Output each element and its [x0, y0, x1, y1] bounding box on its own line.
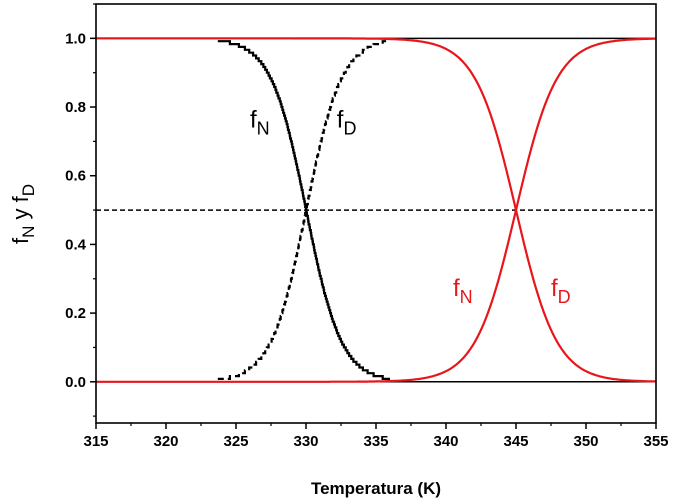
y-tick-label-2: 0.4 [65, 236, 87, 253]
y-tick-label-0: 0.0 [65, 374, 86, 391]
x-tick-label-350: 350 [573, 433, 598, 450]
y-tick-label-1: 0.2 [65, 305, 86, 322]
curve-label-3: fD [551, 275, 571, 307]
curve-label-2: fN [453, 275, 473, 307]
x-tick-label-330: 330 [293, 433, 318, 450]
x-tick-label-345: 345 [503, 433, 528, 450]
y-axis-title: fN y fD [8, 184, 38, 244]
x-tick-label-325: 325 [223, 433, 248, 450]
x-axis-title: Temperatura (K) [311, 479, 441, 498]
curve-label-0: fN [250, 107, 270, 139]
x-tick-label-335: 335 [363, 433, 388, 450]
y-tick-label-4: 0.8 [65, 99, 86, 116]
series-line-1 [217, 40, 390, 380]
x-tick-label-340: 340 [433, 433, 458, 450]
x-tick-label-315: 315 [83, 433, 108, 450]
series-line-0 [217, 40, 390, 380]
x-tick-label-355: 355 [643, 433, 668, 450]
y-tick-label-3: 0.6 [65, 168, 86, 185]
y-tick-label-5: 1.0 [65, 30, 86, 47]
series-line-3 [96, 37, 656, 383]
curve-label-1: fD [337, 107, 357, 139]
series-line-2 [96, 37, 656, 383]
x-tick-label-320: 320 [153, 433, 178, 450]
